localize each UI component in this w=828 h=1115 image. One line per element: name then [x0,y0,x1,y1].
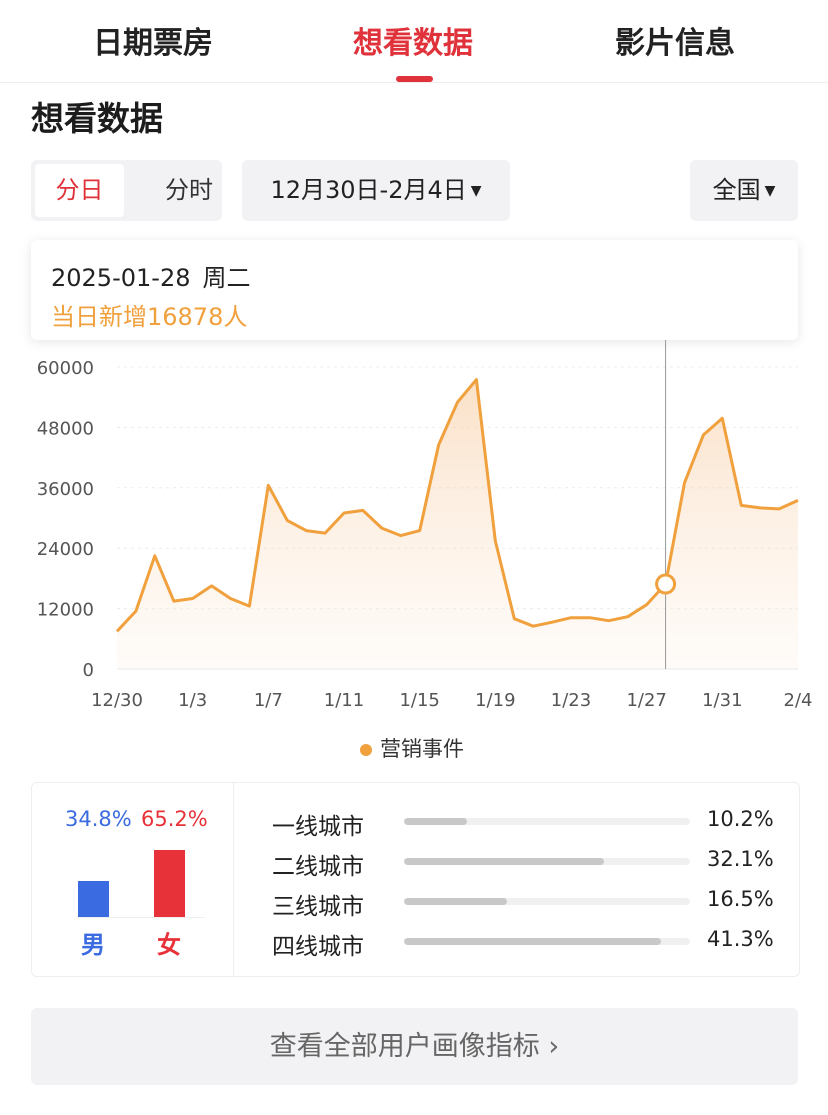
want-to-see-chart[interactable]: 60000 48000 36000 24000 12000 0 12/30 1/3 1/7 1/… [0,340,828,780]
city-tier-bar [404,818,690,825]
city-tier-percent: 41.3% [707,927,774,951]
city-tier-row: 二线城市 32.1% [272,847,774,880]
x-tick-label: 2/4 [784,690,813,711]
city-tier-row: 四线城市 41.3% [272,927,774,960]
x-tick-label: 1/27 [626,690,666,711]
x-tick-label: 12/30 [91,690,143,711]
y-tick-label: 24000 [37,539,94,560]
x-tick-label: 1/19 [475,690,515,711]
caret-down-icon: ▼ [470,182,482,199]
male-percent: 34.8% [65,807,132,831]
region-label: 全国 [712,176,761,204]
top-tab-bar: 日期票房 想看数据 影片信息 [0,0,828,83]
city-tier-percent: 10.2% [707,807,774,831]
daily-option[interactable]: 分日 [35,164,124,217]
region-select[interactable]: 全国 ▼ [690,160,798,221]
tooltip-date: 2025-01-28 [51,264,191,292]
city-tier-bar-fill [404,858,604,865]
male-bar [78,881,109,917]
gender-baseline [77,917,205,918]
audience-profile-card: 34.8% 65.2% 男 女 一线城市 10.2% 二线城市 32.1% 三线… [31,782,800,977]
series-area [117,379,798,669]
female-label: 女 [157,931,181,959]
x-tick-label: 1/15 [399,690,439,711]
city-tier-bar-fill [404,938,661,945]
tab-movie-info[interactable]: 影片信息 [615,26,735,61]
tooltip-value: 当日新增16878人 [51,303,248,331]
chart-tooltip: 2025-01-28 周二 当日新增16878人 [31,240,798,340]
city-tier-bar-fill [404,818,468,825]
city-tier-percent: 16.5% [707,887,774,911]
series-line [115,378,799,633]
x-tick-label: 1/23 [551,690,591,711]
y-tick-label: 48000 [37,418,94,439]
y-tick-label: 60000 [37,358,94,379]
city-tier-percent: 32.1% [707,847,774,871]
highlight-point[interactable] [655,573,677,595]
legend-dot-icon [360,744,372,756]
card-divider [233,783,234,976]
section-title: 想看数据 [31,99,163,138]
city-tier-bar [404,898,690,905]
caret-down-icon: ▼ [764,182,776,199]
date-range-select[interactable]: 12月30日-2月4日 ▼ [242,160,510,221]
city-tier-bar-fill [404,898,507,905]
male-label: 男 [81,931,105,959]
x-tick-label: 1/7 [254,690,283,711]
tooltip-weekday: 周二 [202,264,251,292]
city-tier-name: 四线城市 [272,934,364,960]
y-tick-label: 36000 [37,479,94,500]
city-tier-row: 一线城市 10.2% [272,807,774,840]
city-tier-bar [404,938,690,945]
x-tick-label: 1/11 [324,690,364,711]
y-tick-label: 0 [83,660,94,681]
active-tab-indicator [396,76,433,82]
granularity-toggle: 分日 分时 [31,160,222,221]
female-percent: 65.2% [141,807,208,831]
chart-legend: 营销事件 [360,733,464,763]
city-tier-row: 三线城市 16.5% [272,887,774,920]
legend-label: 营销事件 [380,737,464,761]
city-tier-bar [404,858,690,865]
city-tier-name: 三线城市 [272,894,364,920]
date-range-label: 12月30日-2月4日 [270,176,467,204]
view-all-profile-button[interactable]: 查看全部用户画像指标 › [31,1008,798,1085]
tab-daily-box-office[interactable]: 日期票房 [93,26,213,61]
x-tick-label: 1/3 [178,690,207,711]
y-tick-label: 12000 [37,600,94,621]
x-tick-label: 1/31 [702,690,742,711]
city-tier-name: 二线城市 [272,854,364,880]
female-bar [154,850,185,917]
city-tier-name: 一线城市 [272,814,364,840]
tab-want-to-see[interactable]: 想看数据 [353,26,473,61]
hourly-option[interactable]: 分时 [165,176,213,204]
